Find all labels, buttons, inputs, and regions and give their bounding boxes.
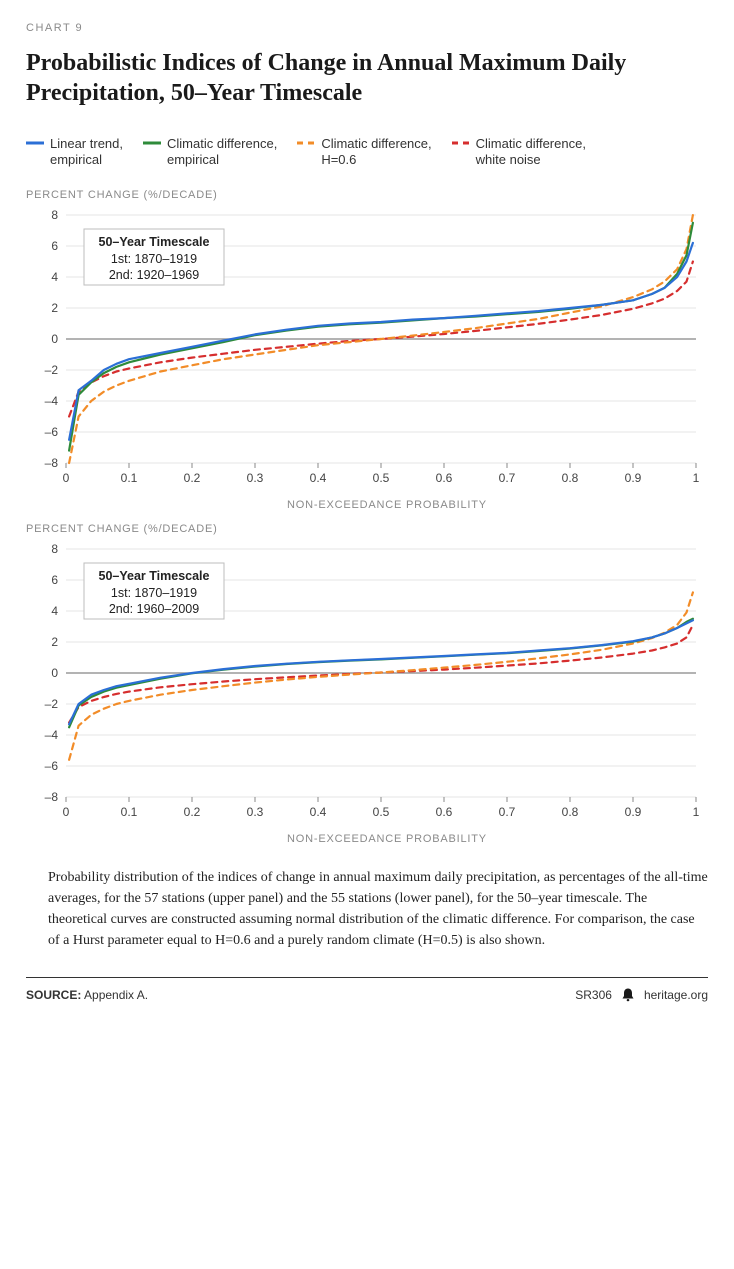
legend-swatch <box>143 136 161 150</box>
chart-panel-1: 8 6 4 2 0 –2 –4 –6 –8 0 0.1 0.2 0.3 0.4 0.5 0.6 0.7 0.8 0.… <box>26 207 708 495</box>
chart-panel-2: 8 6 4 2 0 –2 –4 –6 –8 0 0.1 0.2 0.3 0.4 0.5 0.6 0.7 0.8 0.… <box>26 541 708 829</box>
footer-site: heritage.org <box>644 988 708 1002</box>
svg-text:–2: –2 <box>45 697 59 711</box>
svg-text:50–Year Timescale: 50–Year Timescale <box>99 235 210 249</box>
svg-text:0.1: 0.1 <box>121 471 138 485</box>
panel-block: PERCENT CHANGE (%/DECADE) 8 6 4 2 0 –2 –4 –6 –8 0 0… <box>26 523 708 845</box>
svg-text:0.5: 0.5 <box>373 471 390 485</box>
svg-text:0: 0 <box>51 332 58 346</box>
legend-item: Linear trend,empirical <box>26 136 123 169</box>
svg-text:0.8: 0.8 <box>562 471 579 485</box>
chart-title: Probabilistic Indices of Change in Annua… <box>26 48 708 108</box>
caption-text: Probability distribution of the indices … <box>48 867 708 951</box>
x-axis-title: NON-EXCEEDANCE PROBABILITY <box>66 499 708 511</box>
svg-text:2nd: 1960–2009: 2nd: 1960–2009 <box>109 602 199 616</box>
svg-text:1: 1 <box>693 805 700 819</box>
y-axis-title: PERCENT CHANGE (%/DECADE) <box>26 523 708 535</box>
svg-text:8: 8 <box>51 542 58 556</box>
legend-swatch <box>452 136 470 150</box>
x-axis-title: NON-EXCEEDANCE PROBABILITY <box>66 833 708 845</box>
legend-item: Climatic difference,H=0.6 <box>297 136 431 169</box>
panel-block: PERCENT CHANGE (%/DECADE) 8 6 4 2 0 –2 –4 –6 –8 0 0… <box>26 189 708 511</box>
svg-text:0.6: 0.6 <box>436 471 453 485</box>
svg-text:0: 0 <box>51 666 58 680</box>
svg-text:1: 1 <box>693 471 700 485</box>
legend-swatch <box>297 136 315 150</box>
svg-text:0.9: 0.9 <box>625 805 642 819</box>
svg-text:0: 0 <box>63 471 70 485</box>
legend-label: Climatic difference,H=0.6 <box>321 136 431 169</box>
legend: Linear trend,empirical Climatic differenc… <box>26 136 708 169</box>
legend-swatch <box>26 136 44 150</box>
svg-text:0.7: 0.7 <box>499 471 516 485</box>
svg-text:–4: –4 <box>45 728 59 742</box>
svg-text:4: 4 <box>51 604 58 618</box>
svg-text:50–Year Timescale: 50–Year Timescale <box>99 569 210 583</box>
svg-text:0.8: 0.8 <box>562 805 579 819</box>
legend-label: Climatic difference,empirical <box>167 136 277 169</box>
footer: SOURCE: Appendix A. SR306 heritage.org <box>26 977 708 1002</box>
svg-text:0.1: 0.1 <box>121 805 138 819</box>
svg-text:0.4: 0.4 <box>310 805 327 819</box>
legend-item: Climatic difference,white noise <box>452 136 586 169</box>
svg-text:6: 6 <box>51 573 58 587</box>
svg-text:0.6: 0.6 <box>436 805 453 819</box>
legend-item: Climatic difference,empirical <box>143 136 277 169</box>
svg-text:–8: –8 <box>45 456 59 470</box>
legend-label: Climatic difference,white noise <box>476 136 586 169</box>
svg-text:2nd: 1920–1969: 2nd: 1920–1969 <box>109 268 199 282</box>
svg-text:0.5: 0.5 <box>373 805 390 819</box>
svg-text:6: 6 <box>51 239 58 253</box>
svg-text:2: 2 <box>51 635 58 649</box>
y-axis-title: PERCENT CHANGE (%/DECADE) <box>26 189 708 201</box>
source-label: SOURCE: <box>26 988 81 1002</box>
doc-id: SR306 <box>575 988 612 1002</box>
source-value: Appendix A. <box>84 988 148 1002</box>
svg-text:0.9: 0.9 <box>625 471 642 485</box>
svg-text:2: 2 <box>51 301 58 315</box>
svg-text:0.2: 0.2 <box>184 805 201 819</box>
chart-number-label: CHART 9 <box>26 22 708 34</box>
svg-text:–6: –6 <box>45 425 59 439</box>
svg-text:0.4: 0.4 <box>310 471 327 485</box>
svg-text:0.7: 0.7 <box>499 805 516 819</box>
svg-text:0.2: 0.2 <box>184 471 201 485</box>
svg-text:0: 0 <box>63 805 70 819</box>
bell-icon <box>622 988 634 1002</box>
svg-text:8: 8 <box>51 208 58 222</box>
svg-text:–6: –6 <box>45 759 59 773</box>
svg-text:0.3: 0.3 <box>247 805 264 819</box>
svg-text:1st: 1870–1919: 1st: 1870–1919 <box>111 586 197 600</box>
legend-label: Linear trend,empirical <box>50 136 123 169</box>
footer-source: SOURCE: Appendix A. <box>26 988 148 1002</box>
svg-text:4: 4 <box>51 270 58 284</box>
svg-text:–8: –8 <box>45 790 59 804</box>
svg-text:–4: –4 <box>45 394 59 408</box>
svg-text:–2: –2 <box>45 363 59 377</box>
svg-text:0.3: 0.3 <box>247 471 264 485</box>
svg-text:1st: 1870–1919: 1st: 1870–1919 <box>111 252 197 266</box>
